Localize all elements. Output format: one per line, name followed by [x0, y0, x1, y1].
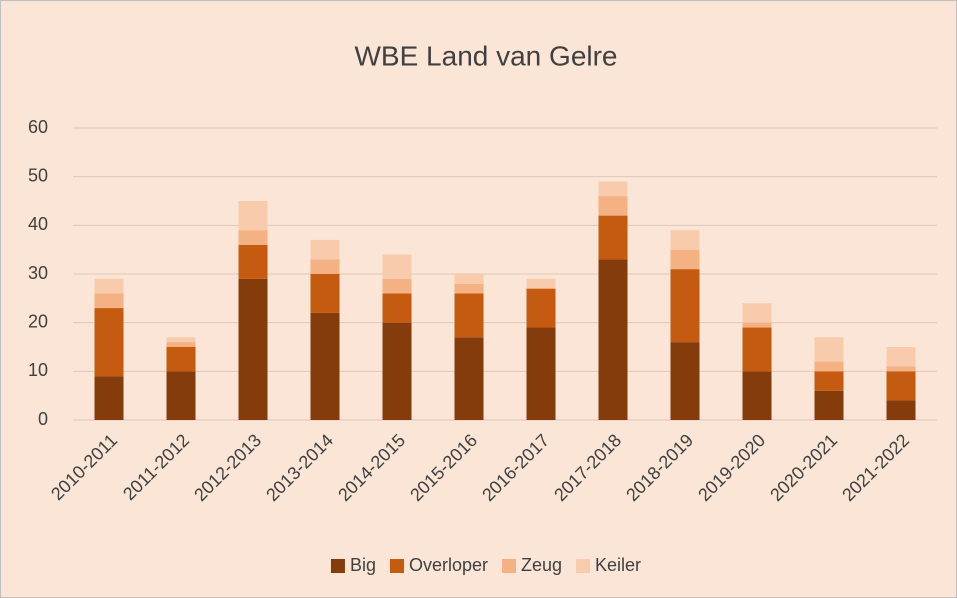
legend-label: Overloper [409, 555, 488, 575]
bar-segment [886, 366, 916, 372]
bar-segment [742, 322, 772, 328]
legend-swatch [576, 559, 591, 573]
bar-segment [166, 371, 196, 420]
bar-segment [310, 259, 340, 274]
bar-segment [166, 337, 196, 343]
bar-segment [670, 342, 700, 420]
bar-segment [94, 376, 124, 420]
bar-segment [886, 347, 916, 367]
y-tick-label: 40 [28, 214, 48, 234]
bar-segment [238, 230, 268, 245]
bar-segment [454, 283, 484, 294]
bar-segment [814, 361, 844, 372]
bar-segment [454, 274, 484, 284]
bar-segment [598, 259, 628, 420]
bar-segment [454, 337, 484, 420]
bar-segment [166, 347, 196, 372]
legend-swatch [389, 559, 404, 573]
bar-segment [670, 269, 700, 343]
legend-swatch [501, 559, 516, 573]
legend-swatch [330, 559, 345, 573]
bar-segment [94, 308, 124, 377]
bar-segment [670, 249, 700, 270]
chart-title: WBE Land van Gelre [354, 40, 617, 71]
bar-segment [814, 337, 844, 362]
bar-segment [526, 278, 556, 289]
bar-segment [670, 230, 700, 250]
bar-segment [238, 201, 268, 231]
bar-segment [310, 312, 340, 420]
bar-segment [382, 322, 412, 420]
y-tick-label: 10 [28, 360, 48, 380]
y-tick-label: 60 [28, 117, 48, 137]
legend-label: Big [350, 555, 376, 575]
bar-segment [886, 371, 916, 401]
bar-segment [814, 390, 844, 420]
y-tick-label: 20 [28, 311, 48, 331]
y-tick-label: 0 [38, 409, 48, 429]
bar-segment [94, 278, 124, 294]
bar-segment [742, 371, 772, 420]
y-tick-label: 50 [28, 165, 48, 185]
bar-segment [238, 278, 268, 420]
y-tick-label: 30 [28, 263, 48, 283]
bar-segment [238, 244, 268, 279]
legend-label: Zeug [521, 555, 562, 575]
bar-segment [382, 254, 412, 279]
bar-segment [526, 327, 556, 420]
bar-segment [526, 288, 556, 328]
legend-label: Keiler [595, 555, 641, 575]
bar-segment [94, 293, 124, 309]
bar-segment [598, 215, 628, 260]
bar-segment [454, 293, 484, 338]
bar-segment [886, 400, 916, 420]
bar-segment [382, 293, 412, 323]
bar-segment [742, 303, 772, 323]
bar-segment [166, 342, 196, 347]
bar-segment [598, 181, 628, 197]
bar-segment [598, 196, 628, 216]
bar-segment [310, 274, 340, 313]
bar-segment [310, 239, 340, 260]
bar-segment [742, 327, 772, 372]
bar-segment [814, 371, 844, 391]
bar-segment [382, 278, 412, 294]
